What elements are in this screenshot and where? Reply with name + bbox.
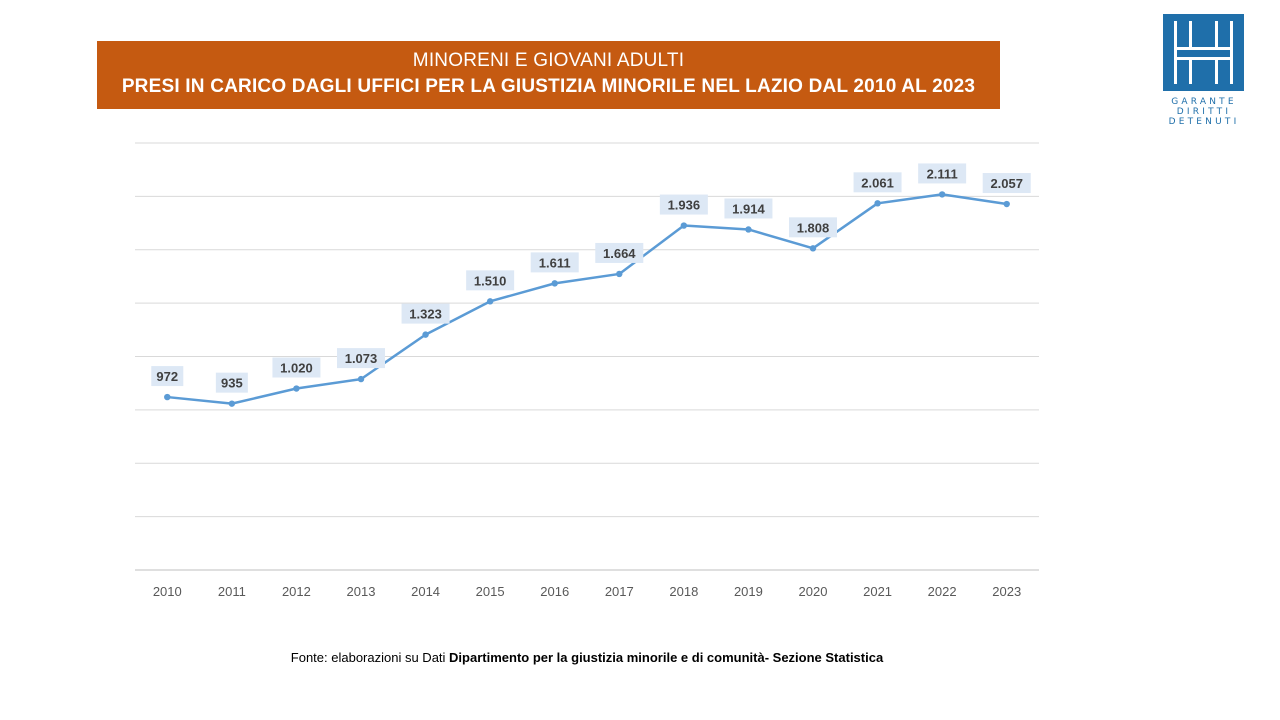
data-point: [486, 298, 494, 305]
data-label-bg: [853, 172, 902, 193]
data-point: [680, 222, 688, 229]
logo-text-line1: GARANTE: [1171, 97, 1237, 107]
data-label: 1.073: [345, 351, 378, 366]
data-label-bg: [530, 252, 579, 273]
data-label-bg: [466, 270, 515, 291]
x-tick-label: 2022: [928, 584, 957, 599]
data-label: 2.111: [927, 166, 958, 181]
data-label: 972: [156, 369, 178, 384]
x-tick-label: 2011: [218, 584, 246, 599]
x-tick-label: 2019: [734, 584, 763, 599]
data-label-bg: [789, 217, 837, 238]
data-label-bg: [724, 198, 773, 219]
data-label-bg: [215, 372, 248, 393]
x-tick-label: 2014: [411, 584, 440, 599]
data-label-bg: [982, 173, 1031, 194]
data-point: [938, 191, 946, 198]
x-tick-label: 2010: [153, 584, 182, 599]
data-label: 1.611: [539, 255, 571, 270]
data-label: 1.664: [603, 246, 636, 261]
x-tick-label: 2023: [992, 584, 1021, 599]
data-point: [616, 270, 623, 278]
data-label: 1.323: [409, 307, 442, 322]
data-point: [809, 245, 817, 252]
x-tick-label: 2015: [476, 584, 505, 599]
data-label-bg: [595, 242, 644, 263]
data-label: 935: [221, 376, 243, 391]
data-label-bg: [918, 163, 967, 184]
source-prefix: Fonte: elaborazioni su Dati: [290, 650, 450, 665]
data-label: 1.510: [474, 273, 507, 288]
source-bold: Dipartimento per la giustizia minorile e…: [449, 650, 884, 665]
data-point: [874, 200, 881, 207]
x-tick-label: 2016: [540, 584, 569, 599]
x-tick-label: 2018: [669, 584, 698, 599]
data-label: 1.914: [732, 201, 765, 216]
data-point: [228, 400, 236, 407]
data-label: 1.020: [280, 361, 313, 376]
data-label-bg: [272, 357, 321, 378]
x-tick-label: 2013: [347, 584, 376, 599]
x-tick-label: 2021: [863, 584, 892, 599]
logo-mark-icon: [1163, 14, 1244, 91]
x-tick-label: 2020: [799, 584, 828, 599]
logo-text-line3: DETENUTI: [1168, 117, 1240, 127]
data-label: 2.057: [990, 176, 1023, 191]
data-label: 1.808: [797, 220, 830, 235]
logo-text-line2: DIRITTI: [1176, 107, 1232, 117]
data-point: [357, 375, 365, 383]
data-label-bg: [151, 366, 184, 387]
data-point: [745, 226, 752, 233]
data-point: [551, 280, 558, 287]
data-point: [293, 385, 300, 392]
data-point: [164, 393, 171, 401]
chart-title-line2: PRESI IN CARICO DAGLI UFFICI PER LA GIUS…: [121, 76, 976, 97]
chart-title-line1: MINORENI E GIOVANI ADULTI: [412, 50, 685, 71]
garante-logo: GARANTE DIRITTI DETENUTI: [1163, 14, 1245, 127]
source-note: Fonte: elaborazioni su Dati Dipartimento…: [0, 650, 1174, 665]
data-point: [1003, 200, 1010, 208]
x-tick-label: 2012: [282, 584, 311, 599]
series-line: [167, 193, 1007, 405]
data-point: [422, 331, 429, 338]
chart-title-banner: MINORENI E GIOVANI ADULTI PRESI IN CARIC…: [97, 41, 1000, 109]
data-label-bg: [337, 348, 385, 369]
data-label: 1.936: [668, 198, 701, 213]
x-tick-label: 2017: [605, 584, 634, 599]
data-label-bg: [401, 303, 450, 324]
data-label-bg: [659, 194, 708, 215]
data-label: 2.061: [861, 175, 894, 190]
